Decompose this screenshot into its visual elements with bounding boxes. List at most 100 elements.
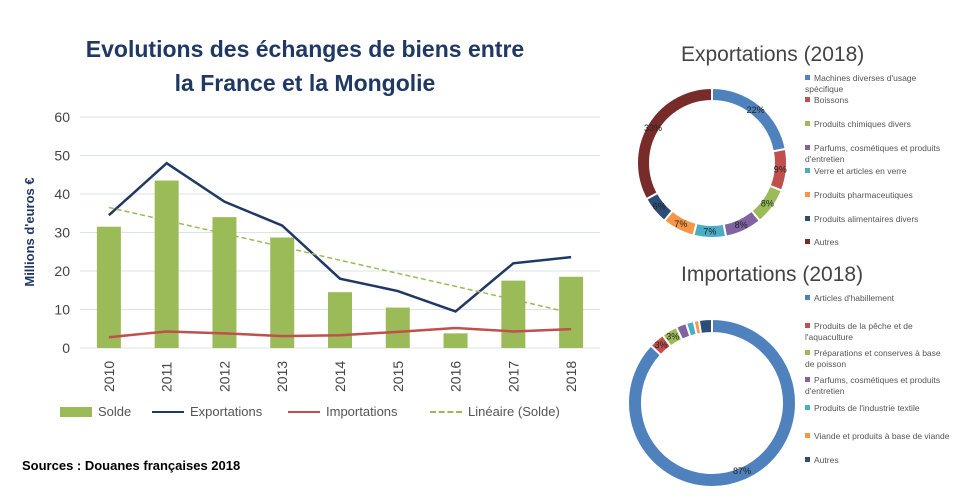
donut-legend-item: Viande et produits à base de viande — [805, 431, 950, 442]
legend-label: Autres — [814, 455, 839, 465]
line-lin-aire-solde- — [108, 206, 572, 314]
donut-legend-item: Machines diverses d'usage spécifique — [805, 73, 950, 95]
x-tick-label: 2010 — [101, 361, 117, 392]
donut-slice — [711, 86, 787, 153]
donut-legend-item: Produits de la pêche et de l'aquaculture — [805, 321, 950, 343]
legend-swatch — [805, 239, 810, 244]
donut-data-label: 3% — [655, 340, 668, 350]
legend-label: Exportations — [190, 404, 263, 419]
legend-label: Autres — [814, 237, 839, 247]
legend-swatch — [805, 168, 810, 173]
chart-title: Evolutions des échanges de biens entre l… — [40, 32, 570, 100]
legend-swatch — [152, 410, 184, 413]
donut-legend-item: Préparations et conserves à base de pois… — [805, 348, 950, 370]
legend-label: Préparations et conserves à base de pois… — [805, 348, 941, 369]
legend-swatch — [288, 410, 320, 413]
x-tick-label: 2017 — [505, 361, 521, 392]
legend-swatch — [805, 75, 810, 80]
donut-legend-item: Produits alimentaires divers — [805, 214, 950, 225]
x-tick-label: 2012 — [216, 361, 232, 392]
donut-slice — [636, 86, 713, 201]
donut-legend-item: Produits chimiques divers — [805, 119, 950, 130]
title-line-2: la France et la Mongolie — [174, 70, 436, 96]
bar-solde — [212, 217, 237, 348]
legend-swatch — [805, 216, 810, 221]
imports-title: Importations (2018) — [681, 263, 864, 286]
legend-label: Linéaire (Solde) — [468, 404, 560, 419]
x-tick-label: 2014 — [332, 361, 348, 392]
legend-swatch — [805, 457, 810, 462]
bar-solde — [385, 307, 410, 348]
donut-legend-item: Produits de l'industrie textile — [805, 403, 950, 414]
legend-label: Produits alimentaires divers — [814, 214, 919, 224]
legend-label: Parfums, cosmétiques et produits d'entre… — [805, 143, 941, 164]
donut-data-label: 7% — [703, 226, 716, 236]
bar-solde — [270, 237, 295, 348]
bar-solde — [154, 180, 179, 348]
x-tick-label: 2013 — [274, 361, 290, 392]
legend-item: Linéaire (Solde) — [430, 404, 560, 419]
donut-data-label: 33% — [644, 123, 662, 133]
line-exportations — [108, 161, 572, 313]
y-axis-label: Millions d'euros € — [22, 177, 37, 286]
donut-data-label: 6% — [653, 202, 666, 212]
legend-swatch — [805, 433, 810, 438]
x-tick-label: 2011 — [159, 362, 175, 392]
bar-solde — [501, 280, 526, 348]
donut-legend-item: Verre et articles en verre — [805, 166, 950, 177]
donut-slice — [697, 317, 713, 336]
donut-data-label: 3% — [666, 332, 679, 342]
legend-swatch — [805, 145, 810, 150]
donut-data-label: 8% — [761, 198, 774, 208]
legend-label: Produits de la pêche et de l'aquaculture — [805, 321, 913, 342]
line-importations — [108, 326, 572, 339]
legend-label: Parfums, cosmétiques et produits d'entre… — [805, 375, 941, 396]
y-tick-label: 0 — [62, 340, 70, 356]
donut-legend-item: Boissons — [805, 95, 950, 106]
legend-swatch — [805, 121, 810, 126]
donut-data-label: 22% — [747, 105, 765, 115]
y-tick-label: 10 — [54, 302, 70, 318]
legend-swatch — [805, 295, 810, 300]
donut-data-label: 7% — [674, 219, 687, 229]
y-tick-label: 40 — [54, 186, 70, 202]
bar-solde — [328, 292, 352, 348]
legend-item: Solde — [60, 404, 131, 419]
donut-legend-item: Produits pharmaceutiques — [805, 190, 950, 201]
title-line-1: Evolutions des échanges de biens entre — [85, 36, 525, 62]
source-note: Sources : Douanes françaises 2018 — [22, 458, 241, 473]
legend-label: Produits de l'industrie textile — [814, 403, 920, 413]
legend-label: Machines diverses d'usage spécifique — [805, 73, 917, 94]
legend-swatch — [805, 350, 810, 355]
y-tick-label: 20 — [54, 263, 70, 279]
donut-data-label: 87% — [733, 466, 751, 476]
legend-item: Exportations — [152, 404, 262, 419]
donut-legend-item: Parfums, cosmétiques et produits d'entre… — [805, 143, 950, 165]
legend-label: Articles d'habillement — [814, 293, 895, 303]
legend-label: Produits pharmaceutiques — [814, 190, 913, 200]
y-tick-label: 60 — [54, 109, 70, 125]
legend-label: Solde — [98, 404, 132, 419]
legend-swatch — [805, 192, 810, 197]
bar-solde — [96, 226, 121, 348]
x-tick-label: 2018 — [563, 361, 579, 392]
legend-label: Boissons — [814, 95, 849, 105]
legend-label: Produits chimiques divers — [814, 119, 911, 129]
exports-title: Exportations (2018) — [681, 43, 865, 66]
legend-label: Verre et articles en verre — [814, 166, 907, 176]
bar-solde — [443, 333, 468, 348]
donut-legend-item: Autres — [805, 237, 950, 248]
legend-label: Viande et produits à base de viande — [814, 431, 950, 441]
donut-data-label: 9% — [774, 164, 787, 174]
legend-label: Importations — [326, 404, 398, 419]
legend-swatch — [805, 97, 810, 102]
donut-legend-item: Autres — [805, 455, 950, 466]
x-tick-label: 2015 — [390, 361, 406, 392]
legend-item: Importations — [288, 404, 398, 419]
x-tick-label: 2016 — [448, 361, 464, 392]
donut-legend-item: Articles d'habillement — [805, 293, 950, 304]
legend-swatch — [805, 323, 810, 328]
y-tick-label: 50 — [54, 148, 70, 164]
